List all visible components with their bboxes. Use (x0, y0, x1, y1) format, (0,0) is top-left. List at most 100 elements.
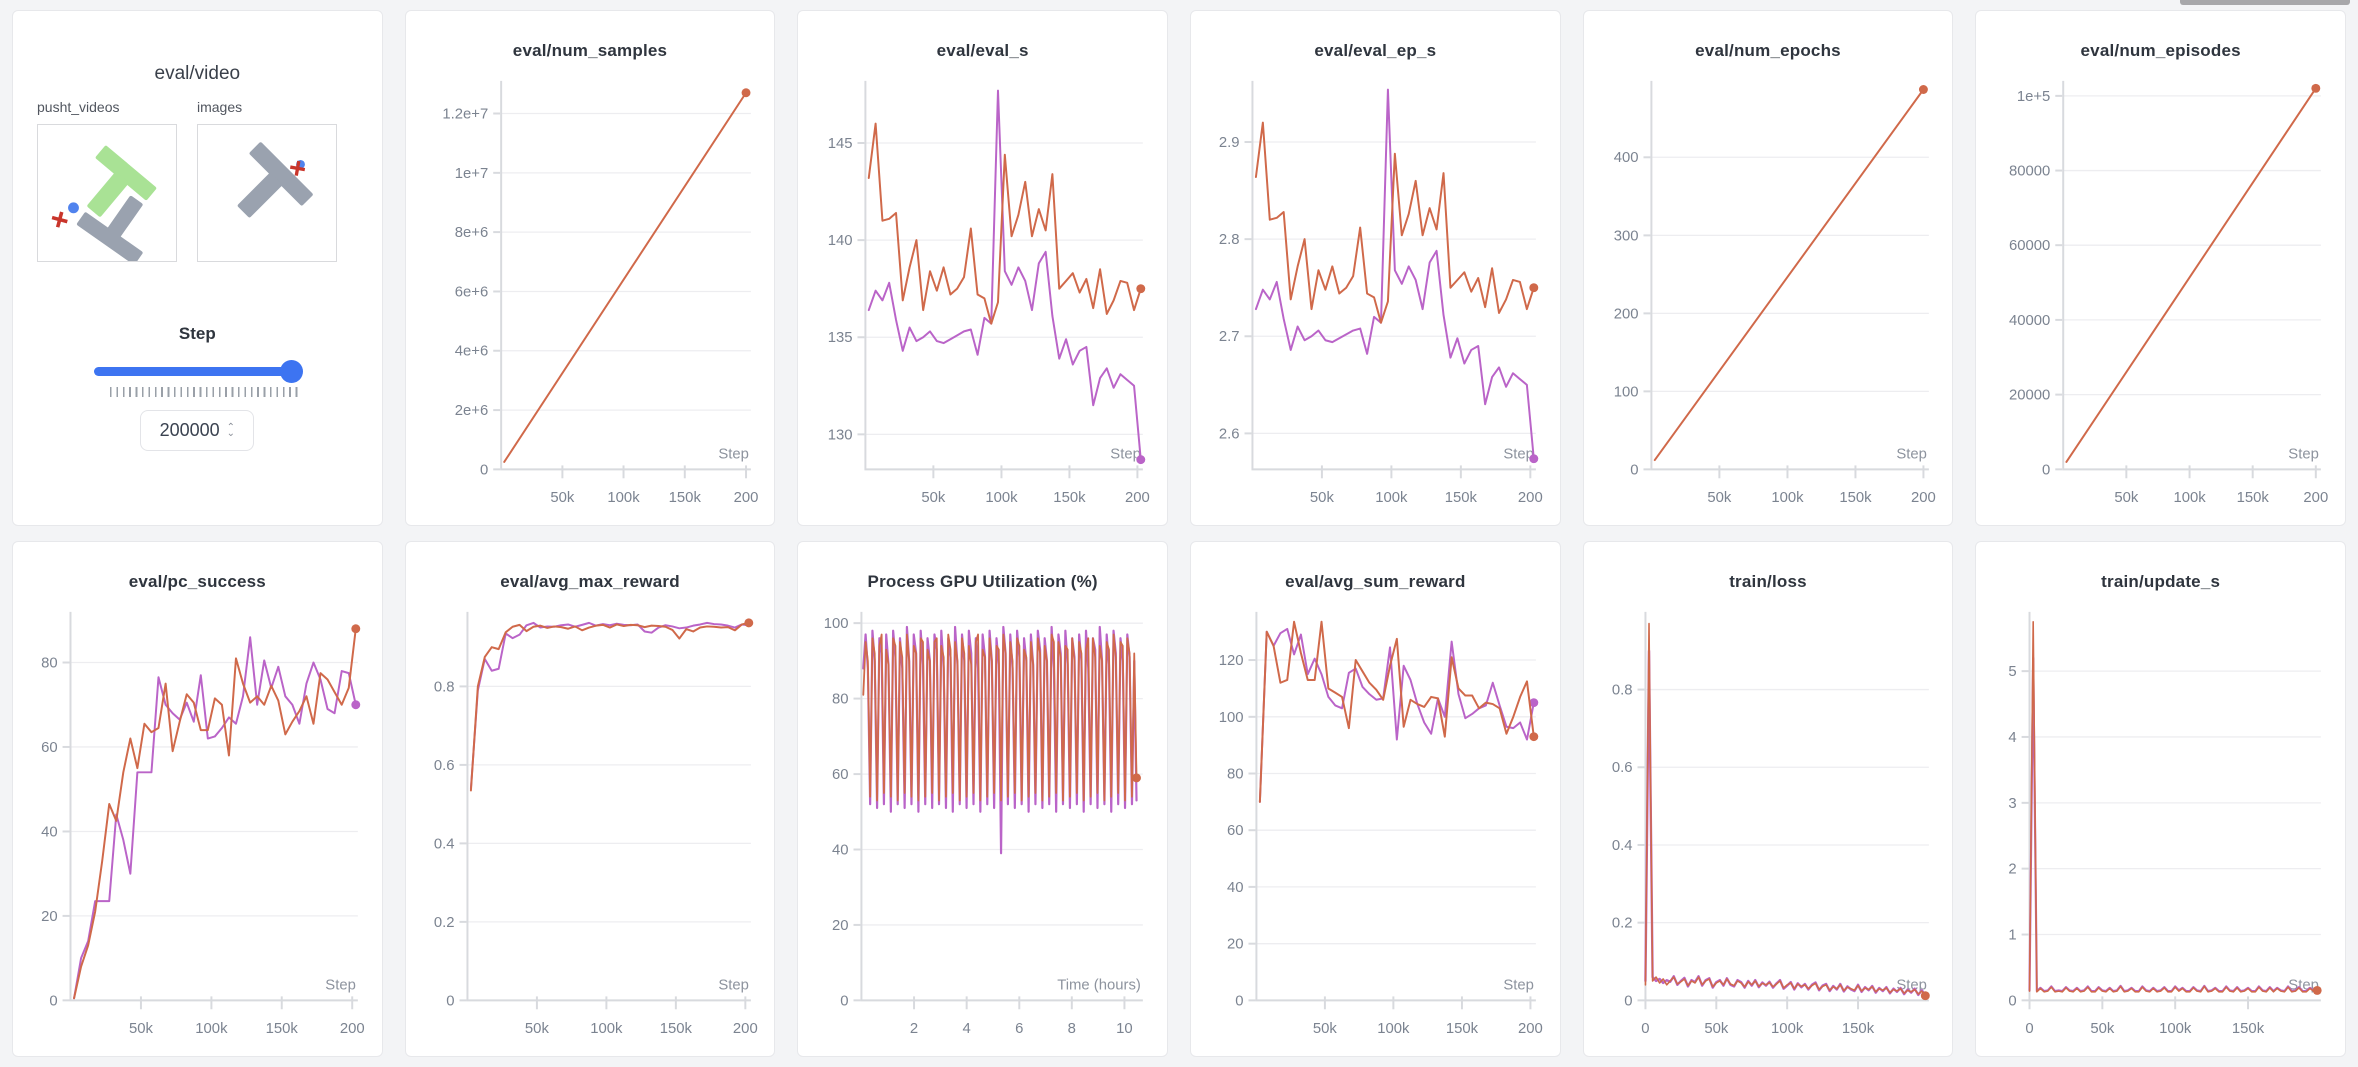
chart-eval-avg-sum-reward[interactable]: 0 20 40 60 80 100 120 50k 100k 150k 200 Step (1191, 598, 1560, 1046)
decrement-icon[interactable]: ⌄ (226, 427, 236, 439)
svg-text:40: 40 (832, 842, 849, 858)
agent-dot (68, 202, 79, 214)
svg-text:50k: 50k (1707, 490, 1732, 506)
svg-text:150k: 150k (2232, 1021, 2265, 1037)
svg-text:60: 60 (1227, 823, 1244, 839)
scrollbar-thumb[interactable] (2180, 0, 2350, 5)
stepper-arrows[interactable]: ⌃ ⌄ (226, 421, 236, 439)
chart-train-loss[interactable]: 0 0.2 0.4 0.6 0.8 0 50k 100k 150k Step (1584, 598, 1953, 1046)
svg-text:100k: 100k (1377, 1021, 1410, 1037)
chart-title: train/update_s (2101, 572, 2221, 591)
step-number-input[interactable]: 200000 ⌃ ⌄ (140, 410, 255, 451)
svg-text:Step: Step (1503, 446, 1534, 462)
svg-text:200: 200 (733, 490, 758, 506)
media-label: pusht_videos (37, 99, 120, 115)
step-slider[interactable] (94, 360, 304, 383)
svg-text:4e+6: 4e+6 (454, 344, 487, 360)
chart-eval-num-epochs[interactable]: 0 100 200 300 400 50k 100k 150k 200 Step (1584, 67, 1953, 515)
increment-icon[interactable]: ⌃ (226, 421, 236, 433)
svg-text:20: 20 (1227, 937, 1244, 953)
svg-text:50k: 50k (1310, 490, 1335, 506)
svg-text:135: 135 (828, 330, 853, 346)
slider-knob[interactable] (280, 360, 304, 383)
chart-eval-num-episodes[interactable]: 0 20000 40000 60000 80000 1e+5 50k 100k 150k 200 S… (1976, 67, 2345, 515)
pusht-video-frame[interactable] (37, 124, 177, 262)
chart-eval-avg-max-reward[interactable]: 0 0.2 0.4 0.6 0.8 50k 100k 150k 200 Step (406, 598, 775, 1046)
svg-text:50k: 50k (1313, 1021, 1338, 1037)
panel-eval-eval-s: eval/eval_s 130 135 140 145 50k 100k 150k 200 St… (797, 10, 1168, 526)
panel-eval-eval-ep-s: eval/eval_ep_s 2.6 2.7 2.8 2.9 50k 100k 150k 20… (1189, 10, 1561, 526)
svg-text:2: 2 (2009, 862, 2017, 878)
svg-text:80000: 80000 (2009, 164, 2050, 180)
panel-train-update-s: train/update_s 0 1 2 3 4 5 0 50k 100k 150k Step (1975, 541, 2346, 1057)
svg-text:145: 145 (828, 136, 853, 152)
svg-text:50k: 50k (2115, 490, 2140, 506)
panel-train-loss: train/loss 0 0.2 0.4 0.6 0.8 0 50k 100k 150k Step (1582, 541, 1954, 1057)
chart-eval-eval-s[interactable]: 130 135 140 145 50k 100k 150k 200 Step (798, 67, 1167, 515)
svg-text:8e+6: 8e+6 (454, 225, 487, 241)
svg-text:0: 0 (1630, 462, 1638, 478)
svg-text:2e+6: 2e+6 (454, 403, 487, 419)
panel-title: eval/video (154, 63, 241, 84)
green-t-shape (87, 145, 157, 217)
chart-process-gpu-utilization[interactable]: 0 20 40 60 80 100 2 4 6 8 10 Time (hours) (798, 598, 1167, 1046)
slider-track[interactable] (94, 367, 301, 376)
svg-text:Step: Step (1896, 977, 1927, 993)
chart-eval-pc-success[interactable]: 0 20 40 60 80 50k 100k 150k 200 Step (13, 598, 382, 1046)
step-value[interactable]: 200000 (159, 420, 220, 440)
svg-text:50k: 50k (129, 1021, 154, 1037)
svg-text:1e+5: 1e+5 (2017, 89, 2050, 105)
chart-eval-num-samples[interactable]: 0 2e+6 4e+6 6e+6 8e+6 1e+7 1.2e+7 50k 100k 150k 20… (406, 67, 775, 515)
svg-text:2.6: 2.6 (1219, 426, 1240, 442)
media-label: images (197, 99, 243, 115)
svg-text:130: 130 (828, 427, 853, 443)
svg-text:8: 8 (1068, 1021, 1076, 1037)
svg-text:100: 100 (824, 616, 849, 632)
chart-title: eval/num_episodes (2080, 41, 2241, 60)
svg-text:0.2: 0.2 (1612, 916, 1633, 932)
svg-text:80: 80 (832, 692, 849, 708)
svg-text:40: 40 (1227, 880, 1244, 896)
svg-text:Step: Step (718, 446, 749, 462)
svg-text:300: 300 (1613, 228, 1638, 244)
svg-text:150k: 150k (1842, 1021, 1875, 1037)
svg-text:2: 2 (910, 1021, 918, 1037)
svg-text:6e+6: 6e+6 (454, 284, 487, 300)
svg-text:150k: 150k (1839, 490, 1872, 506)
svg-text:20: 20 (832, 918, 849, 934)
svg-text:Step: Step (1896, 446, 1927, 462)
chart-eval-eval-ep-s[interactable]: 2.6 2.7 2.8 2.9 50k 100k 150k 200 Step (1191, 67, 1560, 515)
svg-text:2.8: 2.8 (1219, 232, 1240, 248)
svg-text:0.4: 0.4 (1612, 838, 1633, 854)
svg-text:200: 200 (1613, 306, 1638, 322)
svg-text:200: 200 (1518, 490, 1543, 506)
panel-process-gpu-utilization: Process GPU Utilization (%) 0 20 40 60 80 100… (797, 541, 1168, 1057)
svg-text:20000: 20000 (2009, 388, 2050, 404)
panel-eval-num-episodes: eval/num_episodes 0 20000 40000 60000 80000 1… (1975, 10, 2346, 526)
svg-text:10: 10 (1116, 1021, 1133, 1037)
svg-text:0: 0 (1641, 1021, 1649, 1037)
step-control: Step 200000 ⌃ ⌄ (13, 324, 382, 451)
svg-text:50k: 50k (2091, 1021, 2116, 1037)
svg-text:150k: 150k (1054, 490, 1087, 506)
chart-train-update-s[interactable]: 0 1 2 3 4 5 0 50k 100k 150k Step (1976, 598, 2345, 1046)
svg-text:120: 120 (1219, 653, 1244, 669)
images-scene-drawing (237, 142, 313, 218)
panel-eval-pc-success: eval/pc_success 0 20 40 60 80 50k 100k 150k 200 S… (12, 541, 383, 1057)
gray-t-shape (76, 195, 143, 261)
pusht-scene-drawing (51, 145, 157, 261)
panel-eval-num-epochs: eval/num_epochs 0 100 200 300 400 50k 100k 150k… (1582, 10, 1954, 526)
svg-text:Step: Step (2289, 446, 2320, 462)
svg-text:80: 80 (41, 655, 58, 671)
svg-text:2.9: 2.9 (1219, 135, 1240, 151)
panel-eval-avg-max-reward: eval/avg_max_reward 0 0.2 0.4 0.6 0.8 50k 100k… (404, 541, 776, 1057)
svg-text:Time (hours): Time (hours) (1058, 977, 1142, 993)
svg-text:1e+7: 1e+7 (454, 166, 487, 182)
svg-text:50k: 50k (525, 1021, 550, 1037)
images-frame[interactable] (197, 124, 337, 262)
svg-text:100k: 100k (1375, 490, 1408, 506)
media-thumb-pusht-videos: pusht_videos (37, 99, 177, 262)
svg-text:140: 140 (828, 233, 853, 249)
svg-text:60000: 60000 (2009, 238, 2050, 254)
svg-text:200: 200 (1125, 490, 1150, 506)
